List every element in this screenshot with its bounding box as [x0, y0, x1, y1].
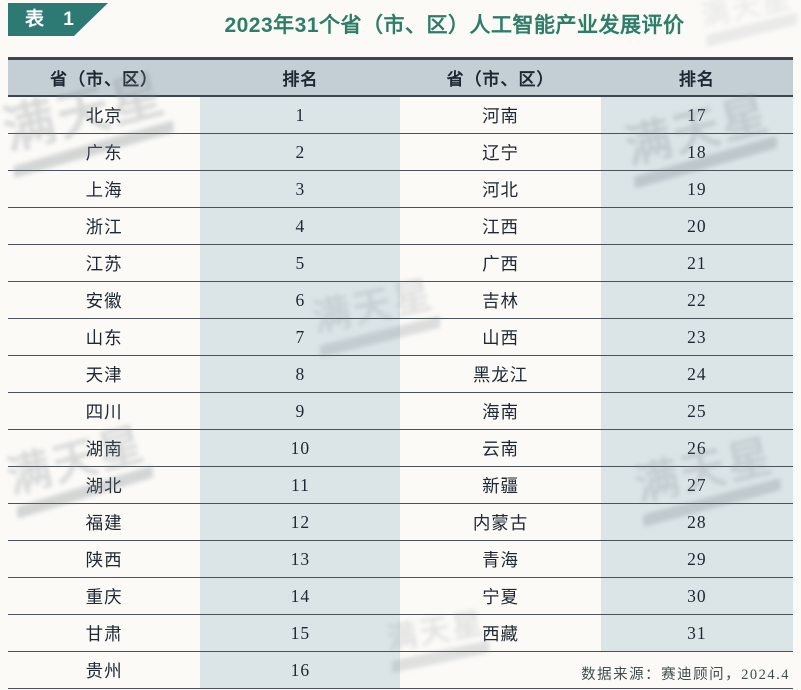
rank-cell: 7: [200, 318, 401, 356]
province-cell: 上海: [8, 170, 201, 208]
table-number-badge: 表 1: [8, 3, 108, 36]
table-header-row: 省（市、区） 排名 省（市、区） 排名: [8, 57, 793, 97]
rank-cell: 14: [200, 577, 401, 615]
rank-cell: 29: [600, 540, 793, 578]
table-row: 四川 9 海南 25: [8, 392, 793, 430]
table-row: 北京 1 河南 17: [8, 96, 793, 134]
column-header-province-left: 省（市、区）: [8, 57, 201, 97]
page-title: 2023年31个省（市、区）人工智能产业发展评价: [224, 14, 685, 37]
column-header-rank-left: 排名: [200, 57, 401, 97]
province-cell: 甘肃: [8, 614, 201, 652]
province-cell: 河南: [400, 96, 601, 134]
province-cell: 吉林: [400, 281, 601, 319]
rank-cell: 12: [200, 503, 401, 541]
rank-cell: 22: [600, 281, 793, 319]
rank-cell: 2: [200, 133, 401, 171]
rank-cell: 13: [200, 540, 401, 578]
province-cell: 湖南: [8, 429, 201, 467]
table-row: 重庆 14 宁夏 30: [8, 577, 793, 615]
province-cell: 黑龙江: [400, 355, 601, 393]
rank-cell: 11: [200, 466, 401, 504]
data-source-note: 数据来源：赛迪顾问，2024.4: [581, 667, 790, 683]
province-cell: 河北: [400, 170, 601, 208]
rank-cell: 15: [200, 614, 401, 652]
province-cell: 湖北: [8, 466, 201, 504]
rank-cell: 23: [600, 318, 793, 356]
rank-cell: 27: [600, 466, 793, 504]
table-row: 江苏 5 广西 21: [8, 244, 793, 282]
province-cell: 江西: [400, 207, 601, 245]
rank-cell: 3: [200, 170, 401, 208]
rank-cell: 26: [600, 429, 793, 467]
rank-cell: 10: [200, 429, 401, 467]
rank-cell: 8: [200, 355, 401, 393]
rank-cell: 17: [600, 96, 793, 134]
table-row: 陕西 13 青海 29: [8, 540, 793, 578]
province-cell: 辽宁: [400, 133, 601, 171]
table-row: 甘肃 15 西藏 31: [8, 614, 793, 652]
rank-cell: 20: [600, 207, 793, 245]
province-cell: 山东: [8, 318, 201, 356]
province-cell: 安徽: [8, 281, 201, 319]
province-cell: 宁夏: [400, 577, 601, 615]
province-cell: 陕西: [8, 540, 201, 578]
table-row: 安徽 6 吉林 22: [8, 281, 793, 319]
province-cell: 广东: [8, 133, 201, 171]
table-row: 湖南 10 云南 26: [8, 429, 793, 467]
rank-cell: 6: [200, 281, 401, 319]
province-cell: 浙江: [8, 207, 201, 245]
rank-cell: 25: [600, 392, 793, 430]
province-cell: 贵州: [8, 651, 201, 689]
table-header: 省（市、区） 排名 省（市、区） 排名: [8, 57, 793, 97]
table-row: 上海 3 河北 19: [8, 170, 793, 208]
table-row: 山东 7 山西 23: [8, 318, 793, 356]
province-cell: 北京: [8, 96, 201, 134]
column-header-rank-right: 排名: [600, 57, 793, 97]
table-row: 广东 2 辽宁 18: [8, 133, 793, 171]
table-row: 浙江 4 江西 20: [8, 207, 793, 245]
table-row: 福建 12 内蒙古 28: [8, 503, 793, 541]
rank-cell: 19: [600, 170, 793, 208]
rank-cell: 28: [600, 503, 793, 541]
rank-cell: 16: [200, 651, 401, 689]
province-cell: 新疆: [400, 466, 601, 504]
rank-cell: 1: [200, 96, 401, 134]
province-cell: 天津: [8, 355, 201, 393]
province-cell: 福建: [8, 503, 201, 541]
rank-cell: 21: [600, 244, 793, 282]
province-cell: 江苏: [8, 244, 201, 282]
province-cell: 四川: [8, 392, 201, 430]
rank-cell: 24: [600, 355, 793, 393]
table-row: 天津 8 黑龙江 24: [8, 355, 793, 393]
ranking-table: 省（市、区） 排名 省（市、区） 排名 北京 1 河南 17 广东 2 辽宁 18 上海 3 河北 1…: [8, 57, 793, 689]
province-cell: 云南: [400, 429, 601, 467]
rank-cell: 31: [600, 614, 793, 652]
table-row: 湖北 11 新疆 27: [8, 466, 793, 504]
province-cell: 山西: [400, 318, 601, 356]
province-cell: 青海: [400, 540, 601, 578]
province-cell: 广西: [400, 244, 601, 282]
province-cell: 重庆: [8, 577, 201, 615]
province-cell: 内蒙古: [400, 503, 601, 541]
table-row: 贵州 16: [8, 651, 793, 689]
rank-cell: 5: [200, 244, 401, 282]
province-cell: 海南: [400, 392, 601, 430]
rank-cell: 9: [200, 392, 401, 430]
rank-cell: 18: [600, 133, 793, 171]
rank-cell: [600, 651, 793, 689]
table-body: 北京 1 河南 17 广东 2 辽宁 18 上海 3 河北 19 浙江 4 江西 20 江苏 5 广西 21 安徽 6 吉林…: [8, 96, 793, 689]
province-cell: 西藏: [400, 614, 601, 652]
rank-cell: 4: [200, 207, 401, 245]
column-header-province-right: 省（市、区）: [400, 57, 601, 97]
province-cell: [400, 651, 601, 689]
rank-cell: 30: [600, 577, 793, 615]
